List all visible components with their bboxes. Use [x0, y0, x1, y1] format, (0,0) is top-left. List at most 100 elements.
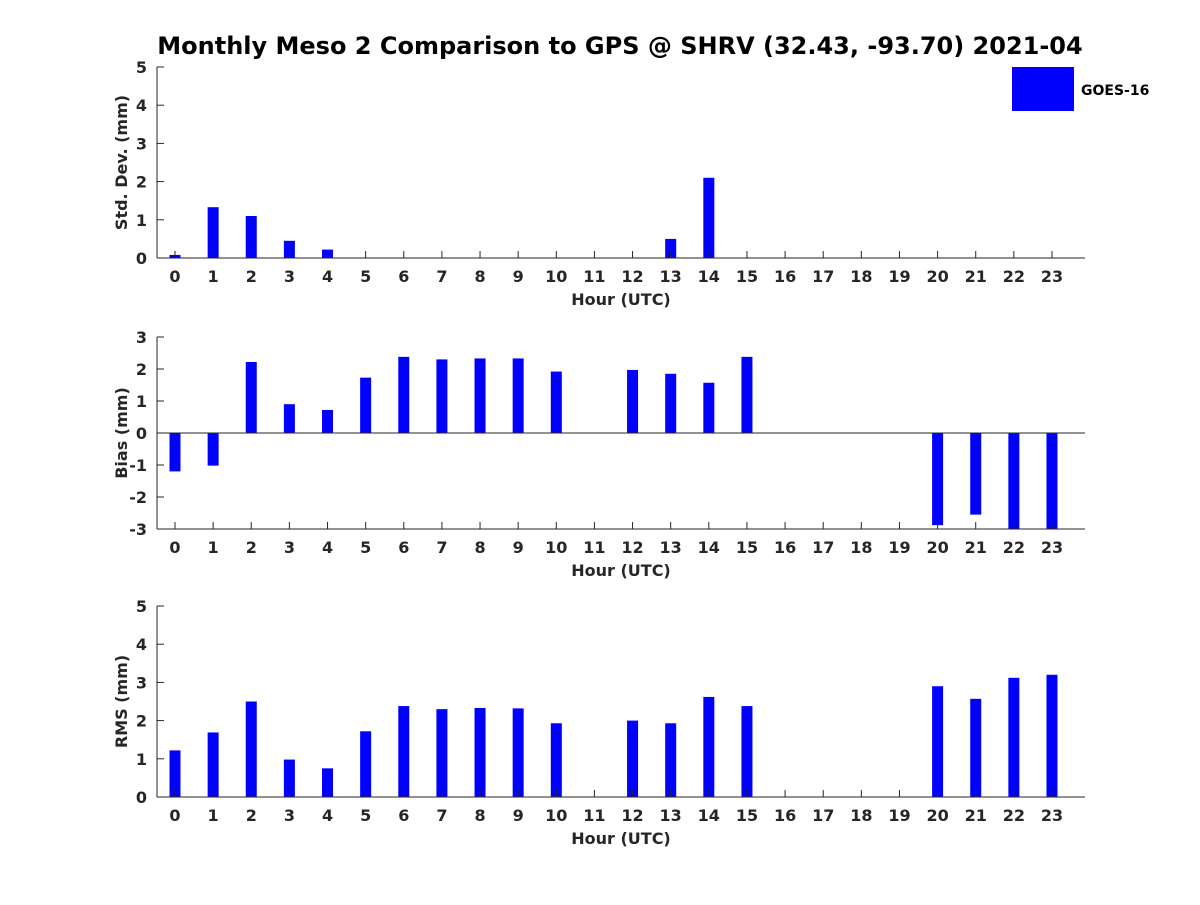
- x-tick-label: 13: [660, 538, 682, 557]
- x-tick-label: 21: [965, 267, 987, 286]
- y-tick-label: 5: [136, 58, 147, 77]
- y-tick-label: -2: [129, 488, 147, 507]
- bar-goes-16-hour-12: [627, 369, 639, 433]
- y-tick-label: 3: [136, 328, 147, 347]
- x-tick-label: 21: [965, 538, 987, 557]
- x-tick-label: 11: [583, 806, 605, 825]
- bar-goes-16-hour-1: [207, 732, 219, 797]
- legend: GOES-16: [1012, 67, 1149, 111]
- x-tick-label: 13: [660, 267, 682, 286]
- x-tick-label: 7: [436, 538, 447, 557]
- legend-swatch: [1012, 67, 1074, 111]
- legend-label: GOES-16: [1081, 83, 1149, 99]
- x-tick-label: 9: [513, 806, 524, 825]
- x-tick-label: 11: [583, 538, 605, 557]
- bar-goes-16-hour-4: [322, 768, 334, 797]
- x-tick-label: 23: [1041, 806, 1063, 825]
- x-tick-label: 0: [169, 538, 180, 557]
- x-tick-label: 22: [1003, 538, 1025, 557]
- bar-goes-16-hour-15: [741, 356, 753, 433]
- x-tick-label: 5: [360, 538, 371, 557]
- bar-goes-16-hour-20: [932, 686, 944, 797]
- y-tick-label: -1: [129, 456, 147, 475]
- bar-goes-16-hour-0: [169, 433, 181, 472]
- x-tick-label: 8: [474, 806, 485, 825]
- bar-goes-16-hour-5: [360, 731, 372, 797]
- bar-goes-16-hour-22: [1008, 677, 1020, 797]
- bar-goes-16-hour-3: [283, 240, 295, 258]
- bar-goes-16-hour-0: [169, 750, 181, 797]
- x-tick-label: 19: [888, 538, 910, 557]
- x-tick-label: 20: [926, 806, 948, 825]
- y-tick-label: 5: [136, 597, 147, 616]
- bar-goes-16-hour-9: [512, 358, 524, 433]
- bar-goes-16-hour-13: [665, 373, 677, 433]
- x-tick-label: 14: [698, 806, 720, 825]
- x-tick-label: 5: [360, 267, 371, 286]
- bar-goes-16-hour-3: [283, 404, 295, 433]
- x-tick-label: 23: [1041, 538, 1063, 557]
- bar-goes-16-hour-7: [436, 359, 448, 433]
- y-axis-label: Bias (mm): [112, 387, 131, 479]
- x-tick-label: 10: [545, 806, 567, 825]
- x-tick-label: 15: [736, 538, 758, 557]
- y-tick-label: 3: [136, 134, 147, 153]
- x-tick-label: 17: [812, 267, 834, 286]
- bar-goes-16-hour-2: [245, 215, 257, 258]
- x-tick-label: 0: [169, 806, 180, 825]
- bar-goes-16-hour-23: [1046, 433, 1058, 529]
- x-tick-label: 16: [774, 806, 796, 825]
- x-tick-label: 14: [698, 538, 720, 557]
- x-tick-label: 8: [474, 267, 485, 286]
- x-tick-label: 21: [965, 806, 987, 825]
- x-tick-label: 9: [513, 538, 524, 557]
- bar-goes-16-hour-6: [398, 706, 410, 797]
- bar-goes-16-hour-2: [245, 701, 257, 797]
- y-tick-label: 1: [136, 750, 147, 769]
- x-tick-label: 0: [169, 267, 180, 286]
- bar-goes-16-hour-2: [245, 361, 257, 433]
- x-tick-label: 19: [888, 806, 910, 825]
- bar-goes-16-hour-10: [550, 723, 562, 797]
- x-tick-label: 11: [583, 267, 605, 286]
- x-tick-label: 20: [926, 267, 948, 286]
- x-tick-label: 22: [1003, 806, 1025, 825]
- y-tick-label: 1: [136, 392, 147, 411]
- bar-goes-16-hour-20: [932, 433, 944, 526]
- bar-goes-16-hour-21: [970, 433, 982, 515]
- x-tick-label: 8: [474, 538, 485, 557]
- bar-goes-16-hour-3: [283, 759, 295, 797]
- x-tick-label: 4: [322, 806, 333, 825]
- x-tick-label: 9: [513, 267, 524, 286]
- x-tick-label: 3: [284, 267, 295, 286]
- y-tick-label: 4: [136, 96, 147, 115]
- bar-goes-16-hour-13: [665, 238, 677, 258]
- bar-goes-16-hour-5: [360, 377, 372, 433]
- y-tick-label: -3: [129, 520, 147, 539]
- x-tick-label: 15: [736, 806, 758, 825]
- x-tick-label: 1: [208, 267, 219, 286]
- x-tick-label: 6: [398, 806, 409, 825]
- x-tick-label: 2: [246, 538, 257, 557]
- bar-goes-16-hour-23: [1046, 674, 1058, 797]
- bar-goes-16-hour-8: [474, 707, 486, 797]
- x-tick-label: 1: [208, 806, 219, 825]
- bar-goes-16-hour-6: [398, 356, 410, 433]
- x-tick-label: 17: [812, 538, 834, 557]
- x-tick-label: 22: [1003, 267, 1025, 286]
- x-tick-label: 12: [621, 267, 643, 286]
- bar-goes-16-hour-15: [741, 706, 753, 797]
- x-tick-label: 12: [621, 806, 643, 825]
- y-tick-label: 1: [136, 211, 147, 230]
- x-tick-label: 7: [436, 806, 447, 825]
- x-tick-label: 16: [774, 267, 796, 286]
- x-tick-label: 3: [284, 538, 295, 557]
- bar-goes-16-hour-13: [665, 723, 677, 797]
- y-tick-label: 2: [136, 360, 147, 379]
